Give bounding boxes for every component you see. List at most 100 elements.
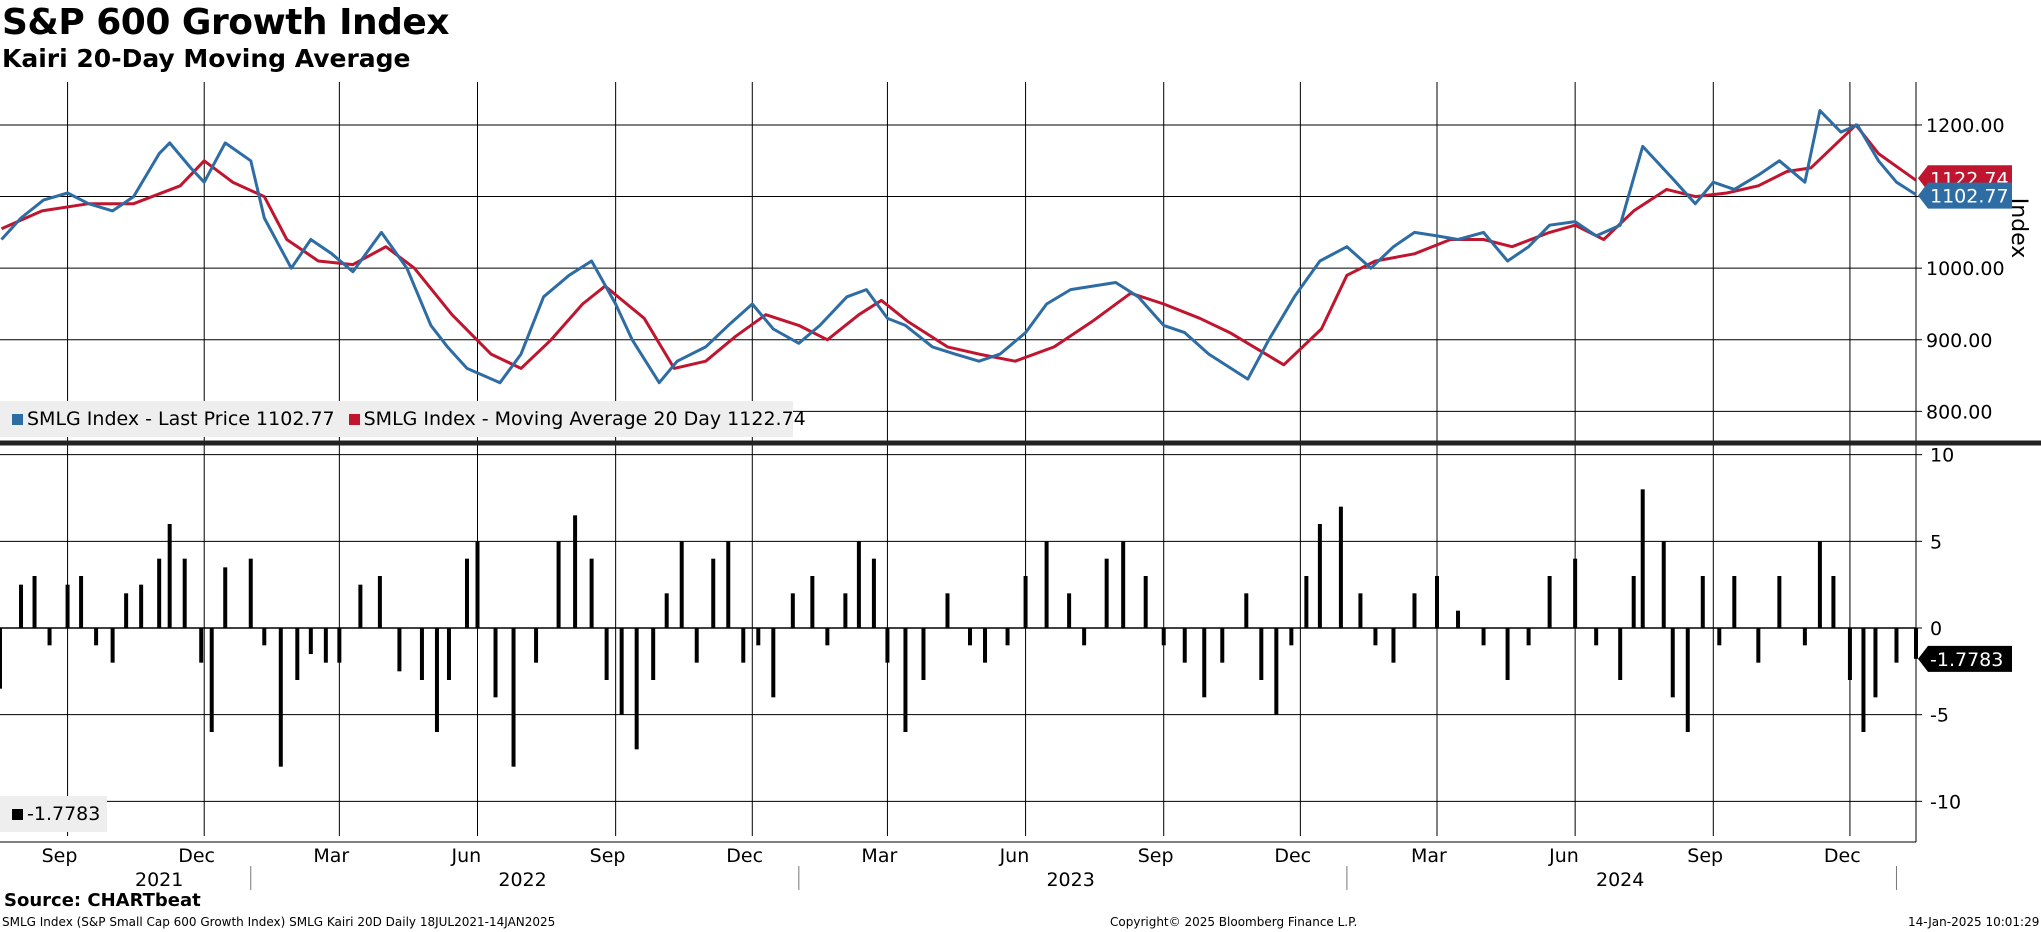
kairi-bar bbox=[871, 558, 876, 628]
x-tick-label: Dec bbox=[1824, 845, 1861, 867]
kairi-bar bbox=[1289, 628, 1294, 646]
kairi-bar bbox=[1618, 628, 1623, 680]
kairi-bar bbox=[493, 628, 498, 698]
kairi-bar bbox=[604, 628, 609, 680]
kairi-bar bbox=[223, 567, 228, 628]
legend-item-price: SMLG Index - Last Price 1102.77 bbox=[12, 408, 335, 430]
kairi-bar bbox=[32, 576, 37, 628]
footer-copyright: Copyright© 2025 Bloomberg Finance L.P. bbox=[1110, 915, 1358, 929]
kairi-bar bbox=[1143, 576, 1148, 628]
price-legend: SMLG Index - Last Price 1102.77 SMLG Ind… bbox=[0, 401, 806, 437]
x-tick-label: Jun bbox=[1548, 845, 1579, 867]
kairi-bar bbox=[1573, 558, 1578, 628]
x-tick-label: Mar bbox=[313, 845, 349, 867]
kairi-bar bbox=[1044, 541, 1049, 628]
kairi-bar bbox=[1505, 628, 1510, 680]
y-tick-label: -10 bbox=[1930, 791, 1961, 813]
kairi-bar bbox=[110, 628, 115, 663]
kairi-bar bbox=[1259, 628, 1264, 680]
kairi-bar bbox=[1161, 628, 1166, 646]
kairi-last-tag-bg bbox=[1918, 645, 2012, 672]
x-tick-label: Jun bbox=[999, 845, 1030, 867]
kairi-bar bbox=[511, 628, 516, 767]
x-year-label: 2024 bbox=[1596, 869, 1644, 891]
x-tick-label: Sep bbox=[1687, 845, 1723, 867]
kairi-bar bbox=[921, 628, 926, 680]
kairi-bar bbox=[94, 628, 99, 646]
legend-swatch-kairi bbox=[12, 808, 23, 820]
legend-swatch-price bbox=[12, 414, 23, 425]
kairi-bar bbox=[248, 558, 253, 628]
footer-description: SMLG Index (S&P Small Cap 600 Growth Ind… bbox=[2, 915, 556, 929]
kairi-bar bbox=[945, 593, 950, 628]
kairi-bar bbox=[756, 628, 761, 646]
y-tick-label: 0 bbox=[1930, 618, 1942, 640]
kairi-bar bbox=[903, 628, 908, 732]
x-year-label: 2023 bbox=[1046, 869, 1094, 891]
y-tick-label: 800.00 bbox=[1926, 401, 1992, 423]
kairi-bar bbox=[1391, 628, 1396, 663]
price-last-tag-bg bbox=[1918, 182, 2012, 209]
kairi-bar bbox=[1847, 628, 1852, 680]
price-last-tag: 1102.77 bbox=[1918, 182, 2012, 209]
kairi-bar bbox=[446, 628, 451, 680]
legend-label-ma: SMLG Index - Moving Average 20 Day 1122.… bbox=[363, 408, 806, 430]
kairi-bar bbox=[1104, 558, 1109, 628]
kairi-bar bbox=[1640, 489, 1645, 628]
kairi-bar bbox=[167, 524, 172, 628]
kairi-bar bbox=[634, 628, 639, 750]
kairi-bars bbox=[0, 489, 1918, 767]
kairi-bar bbox=[199, 628, 204, 663]
kairi-bar bbox=[1526, 628, 1531, 646]
kairi-bar bbox=[182, 558, 187, 628]
legend-label-kairi: -1.7783 bbox=[27, 803, 101, 825]
y-tick-label: 1000.00 bbox=[1926, 258, 2005, 280]
kairi-bar bbox=[619, 628, 624, 715]
price-last-tag-text: 1102.77 bbox=[1930, 186, 2009, 208]
kairi-bar bbox=[679, 541, 684, 628]
source-label: Source: CHARTbeat bbox=[4, 890, 201, 911]
kairi-bar bbox=[79, 576, 84, 628]
kairi-bar bbox=[1685, 628, 1690, 732]
kairi-bar bbox=[1358, 593, 1363, 628]
x-tick-label: Sep bbox=[590, 845, 626, 867]
x-tick-label: Mar bbox=[1411, 845, 1447, 867]
x-tick-label: Sep bbox=[1138, 845, 1174, 867]
kairi-bar bbox=[825, 628, 830, 646]
kairi-last-tag-text: -1.7783 bbox=[1930, 649, 2003, 671]
kairi-bar bbox=[262, 628, 267, 646]
kairi-bar bbox=[1338, 506, 1343, 628]
kairi-bar bbox=[475, 541, 480, 628]
kairi-bar bbox=[1756, 628, 1761, 663]
kairi-bar bbox=[323, 628, 328, 663]
kairi-bar bbox=[0, 628, 2, 689]
kairi-bar bbox=[573, 515, 578, 628]
kairi-bar bbox=[1817, 541, 1822, 628]
chart-subtitle: Kairi 20-Day Moving Average bbox=[2, 44, 411, 73]
kairi-bar bbox=[1244, 593, 1249, 628]
kairi-bar bbox=[534, 628, 539, 663]
kairi-bar bbox=[419, 628, 424, 680]
kairi-bar bbox=[983, 628, 988, 663]
kairi-bar bbox=[1220, 628, 1225, 663]
kairi-bar bbox=[1717, 628, 1722, 646]
kairi-bar bbox=[968, 628, 973, 646]
legend-label-price: SMLG Index - Last Price 1102.77 bbox=[27, 408, 335, 430]
kairi-bar bbox=[295, 628, 300, 680]
x-tick-label: Sep bbox=[42, 845, 78, 867]
y-tick-label: 5 bbox=[1930, 531, 1942, 553]
x-tick-label: Dec bbox=[178, 845, 215, 867]
kairi-bar bbox=[790, 593, 795, 628]
kairi-last-tag: -1.7783 bbox=[1918, 645, 2012, 672]
kairi-bar bbox=[1700, 576, 1705, 628]
kairi-bar bbox=[1121, 541, 1126, 628]
kairi-bar bbox=[556, 541, 561, 628]
y-tick-label: 1200.00 bbox=[1926, 115, 2005, 137]
kairi-bar bbox=[124, 593, 129, 628]
kairi-bar bbox=[139, 584, 144, 628]
kairi-bar bbox=[1894, 628, 1899, 663]
kairi-bar bbox=[1182, 628, 1187, 663]
y-tick-label: 900.00 bbox=[1926, 330, 1992, 352]
kairi-bar bbox=[157, 558, 162, 628]
kairi-bar bbox=[1831, 576, 1836, 628]
